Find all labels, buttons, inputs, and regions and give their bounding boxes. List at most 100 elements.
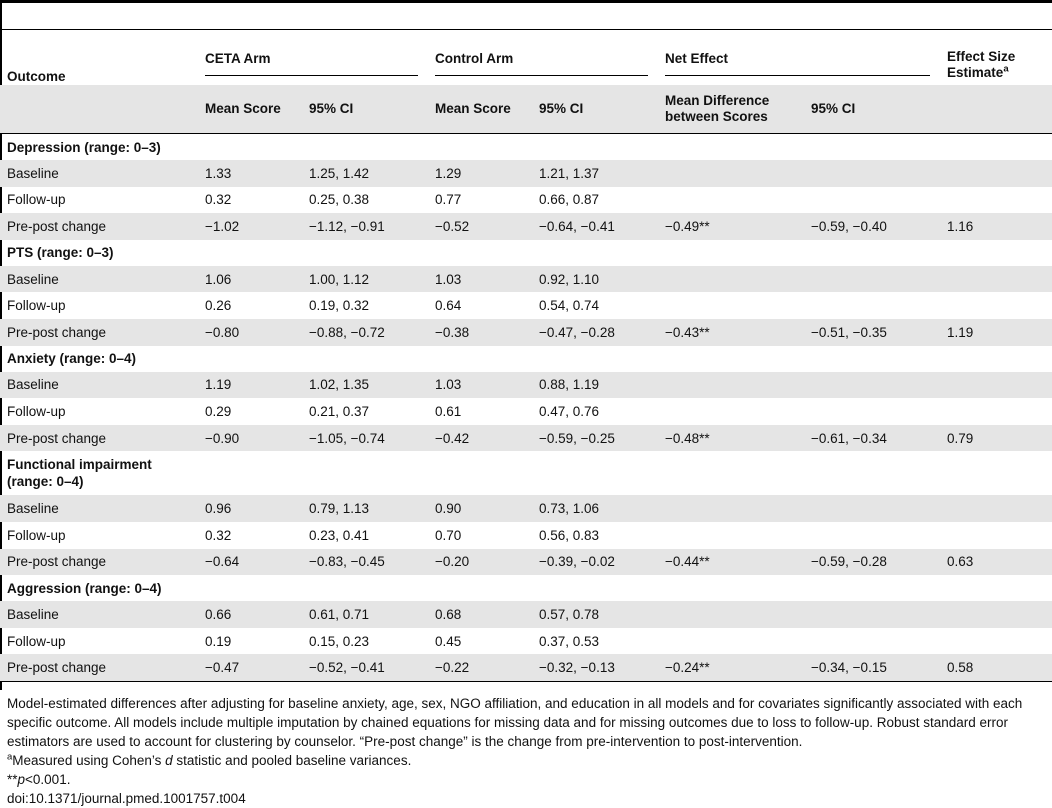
section-empty-cell [532, 240, 658, 266]
table-row: Baseline 1.33 1.25, 1.42 1.29 1.21, 1.37 [0, 160, 1052, 187]
section-empty-cell [804, 134, 940, 161]
ceta-ci-cell: 0.61, 0.71 [302, 601, 429, 628]
section-empty-cell [658, 240, 804, 266]
section-empty-cell [940, 134, 1052, 161]
table-row: Follow-up 0.29 0.21, 0.37 0.61 0.47, 0.76 [0, 398, 1052, 425]
net-diff-cell [658, 292, 804, 319]
control-mean-cell: −0.20 [428, 548, 533, 576]
section-title: Anxiety (range: 0–4) [7, 351, 137, 367]
control-mean-cell: 1.29 [428, 160, 533, 187]
ceta-mean-cell: 1.06 [198, 265, 302, 293]
effect-size-cell: 0.79 [940, 424, 1052, 452]
control-ci-cell: 0.47, 0.76 [539, 403, 600, 419]
control-mean-cell: 0.68 [428, 601, 533, 628]
section-header-row: Depression (range: 0–3) [0, 134, 1052, 161]
control-ci-cell: 0.57, 0.78 [532, 601, 659, 628]
net-ci-cell [804, 187, 940, 214]
section-title: Functional impairment (range: 0–4) [7, 457, 152, 490]
effect-size-cell [940, 187, 1052, 214]
row-label: Follow-up [7, 298, 66, 314]
ceta-mean-cell: 1.33 [198, 160, 302, 187]
ceta-mean-cell: −0.90 [198, 424, 302, 452]
section-empty-cell [428, 451, 532, 495]
table-body: Depression (range: 0–3) Baseline 1.33 1.25,… [0, 134, 1052, 682]
section-empty-cell [302, 451, 428, 495]
control-mean-cell: 0.77 [435, 192, 462, 208]
footnote-p: **p<0.001. [7, 770, 1052, 789]
control-mean-cell: 1.03 [428, 265, 533, 293]
effect-size-cell: 1.16 [940, 213, 1052, 240]
effect-size-cell [940, 160, 1052, 187]
section-empty-cell [428, 575, 532, 601]
effect-size-cell [940, 371, 1052, 399]
net-ci-cell: −0.51, −0.35 [804, 318, 941, 346]
net-ci-cell [804, 495, 941, 522]
ceta-ci-cell: 0.21, 0.37 [309, 403, 370, 419]
control-mean-cell: 1.03 [428, 371, 533, 399]
net-diff-cell: −0.44** [658, 548, 805, 576]
ceta-ci-cell: 0.23, 0.41 [309, 527, 370, 543]
net-diff-cell: −0.43** [658, 318, 805, 346]
net-diff-cell [658, 265, 805, 293]
control-ci-cell: −0.32, −0.13 [532, 654, 659, 682]
section-empty-cell [198, 451, 302, 495]
effect-size-cell [940, 628, 1052, 655]
header-effect-blank [940, 85, 1052, 134]
control-mean-cell: 0.70 [435, 527, 462, 543]
header-control-ci: 95% CI [532, 85, 659, 134]
section-empty-cell [658, 451, 804, 495]
effect-size-cell: 1.19 [940, 318, 1052, 346]
section-header-row: Functional impairment (range: 0–4) [0, 451, 1052, 495]
effect-size-cell [940, 398, 1052, 425]
table-row: Baseline 1.19 1.02, 1.35 1.03 0.88, 1.19 [0, 371, 1052, 399]
ceta-mean-cell: 0.96 [198, 495, 302, 522]
ceta-mean-cell: 0.19 [205, 633, 232, 649]
control-ci-cell: 0.54, 0.74 [539, 298, 600, 314]
net-diff-cell [658, 601, 805, 628]
section-title: Depression (range: 0–3) [7, 139, 161, 155]
control-mean-cell: −0.38 [428, 318, 533, 346]
ceta-mean-cell: −1.02 [198, 213, 302, 240]
section-empty-cell [940, 346, 1052, 372]
table-row: Follow-up 0.32 0.25, 0.38 0.77 0.66, 0.87 [0, 187, 1052, 214]
header-control-arm: Control Arm [428, 44, 658, 85]
doi-link[interactable]: doi:10.1371/journal.pmed.1001757.t004 [7, 791, 246, 806]
net-ci-cell [804, 292, 940, 319]
control-mean-cell: 0.61 [435, 403, 462, 419]
table-notes: Model-estimated differences after adjust… [7, 694, 1052, 808]
net-diff-cell [658, 187, 804, 214]
top-rule [0, 0, 1052, 3]
section-empty-cell [428, 346, 532, 372]
row-label: Follow-up [7, 527, 66, 543]
section-empty-cell [804, 451, 940, 495]
section-empty-cell [302, 575, 428, 601]
net-ci-cell: −0.34, −0.15 [804, 654, 941, 682]
row-label: Baseline [0, 495, 198, 522]
section-empty-cell [804, 575, 940, 601]
control-ci-cell: 0.73, 1.06 [532, 495, 659, 522]
row-label: Pre-post change [0, 318, 198, 346]
results-table: Outcome CETA Arm Control Arm Net Effect … [0, 44, 1052, 682]
effect-size-cell [940, 522, 1052, 549]
ceta-ci-cell: −0.88, −0.72 [302, 318, 429, 346]
section-title: PTS (range: 0–3) [7, 245, 114, 261]
control-ci-cell: 0.56, 0.83 [539, 527, 600, 543]
row-label: Baseline [0, 371, 198, 399]
ceta-ci-cell: 0.25, 0.38 [309, 192, 370, 208]
row-label: Pre-post change [0, 424, 198, 452]
ceta-mean-cell: 0.26 [205, 298, 232, 314]
effect-size-cell: 0.58 [940, 654, 1052, 682]
ceta-ci-cell: 1.02, 1.35 [302, 371, 429, 399]
ceta-mean-cell: 0.32 [205, 192, 232, 208]
section-empty-cell [940, 451, 1052, 495]
footnote-a-post: statistic and pooled baseline variances. [172, 753, 412, 768]
section-empty-cell [532, 346, 658, 372]
control-mean-cell: −0.22 [428, 654, 533, 682]
control-ci-cell: 0.66, 0.87 [539, 192, 600, 208]
net-ci-cell: −0.61, −0.34 [804, 424, 941, 452]
net-ci-cell [804, 398, 940, 425]
ceta-ci-cell: −0.52, −0.41 [302, 654, 429, 682]
ceta-mean-cell: 1.19 [198, 371, 302, 399]
notes-main: Model-estimated differences after adjust… [7, 696, 1023, 749]
